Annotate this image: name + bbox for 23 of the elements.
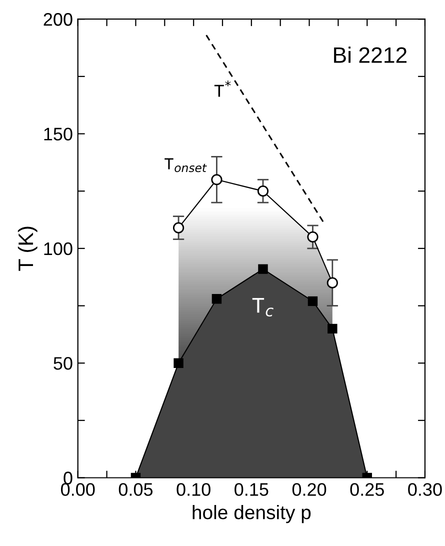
- y-tick-label: 200: [44, 13, 72, 26]
- y-tick-label: 0: [64, 472, 72, 484]
- point: [211, 174, 222, 186]
- y-tick-label: 50: [54, 357, 72, 370]
- point: [172, 222, 184, 234]
- x-tick-label: 0.20: [292, 483, 326, 496]
- point: [307, 231, 318, 243]
- x-tick-label: 0.00: [61, 483, 95, 496]
- y-tick-label: 100: [44, 242, 72, 256]
- x-tick-label: 0.05: [118, 483, 153, 496]
- x-tick-label: 0.15: [234, 483, 268, 496]
- series-label: T$^{*}$: [214, 80, 231, 97]
- annotation: Bi 2212: [334, 46, 407, 63]
- y-tick-label: 150: [44, 128, 72, 140]
- series-label: T$_{onset}$: [164, 158, 207, 172]
- series-label: T$_{c}$: [252, 298, 274, 317]
- point: [326, 277, 338, 288]
- x-tick-label: 0.30: [408, 483, 442, 496]
- x-axis-title: hole density p: [192, 505, 311, 524]
- y-axis-title: T (K): [18, 226, 38, 271]
- x-tick-label: 0.25: [350, 483, 384, 496]
- x-tick-label: 0.10: [176, 483, 210, 496]
- point: [257, 186, 269, 197]
